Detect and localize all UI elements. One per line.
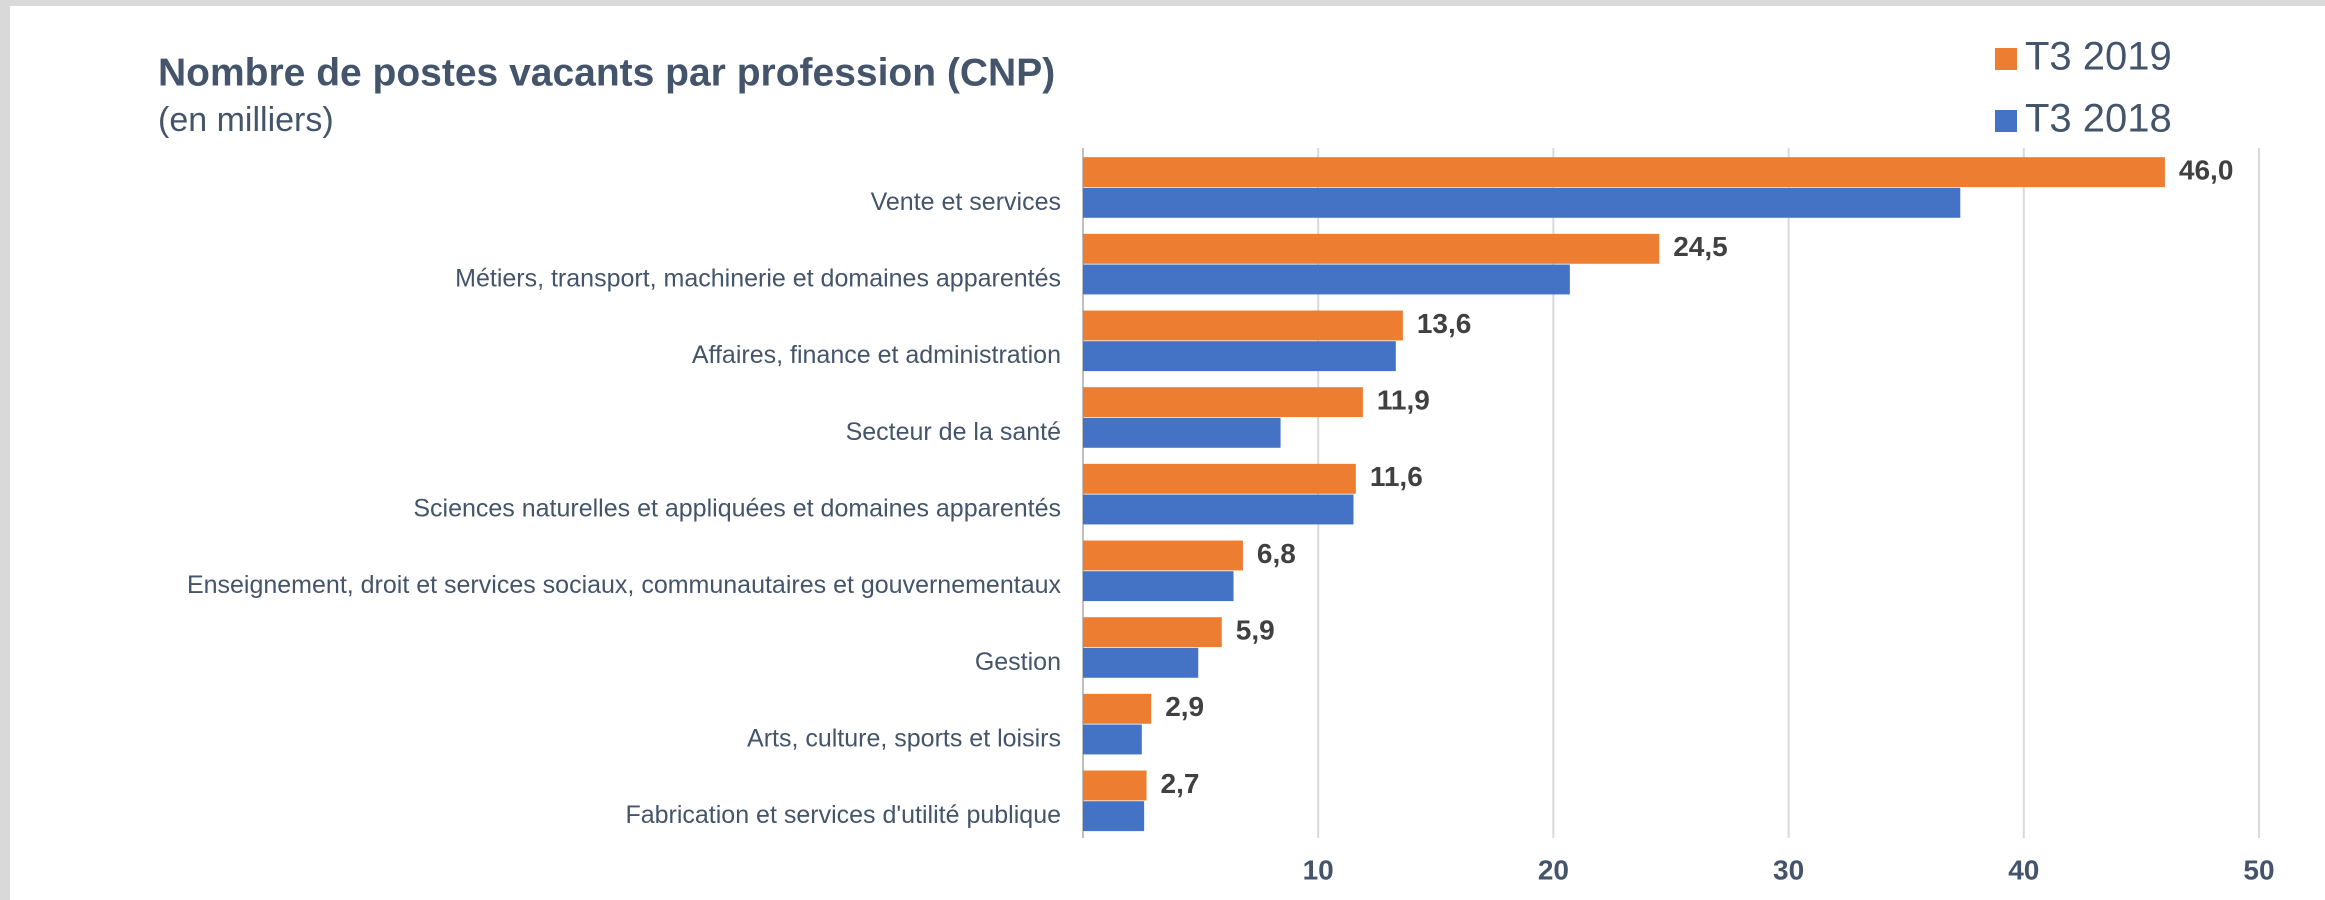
- y-tick-label: Arts, culture, sports et loisirs: [747, 724, 1061, 752]
- bar: [1083, 187, 1961, 218]
- bar: [1083, 724, 1142, 755]
- y-tick-label: Métiers, transport, machinerie et domain…: [455, 264, 1061, 292]
- x-tick-label: 40: [2008, 854, 2039, 885]
- legend-swatch: [1995, 110, 2017, 132]
- x-tick-label: 20: [1538, 854, 1569, 885]
- bar: [1083, 617, 1222, 648]
- y-tick-label: Sciences naturelles et appliquées et dom…: [413, 494, 1061, 522]
- y-tick-label: Secteur de la santé: [846, 418, 1061, 446]
- bar: [1083, 647, 1199, 678]
- value-label: 2,9: [1165, 691, 1204, 722]
- y-tick-label: Affaires, finance et administration: [692, 341, 1061, 369]
- bar: [1083, 571, 1234, 602]
- y-tick-label: Enseignement, droit et services sociaux,…: [187, 571, 1062, 599]
- x-tick-label: 10: [1303, 854, 1334, 885]
- bar: [1083, 157, 2165, 188]
- bar: [1083, 233, 1660, 264]
- chart-subtitle: (en milliers): [158, 101, 334, 139]
- bar: [1083, 264, 1570, 295]
- value-label: 11,9: [1377, 385, 1430, 416]
- value-label: 6,8: [1257, 538, 1296, 569]
- background: [10, 6, 2325, 900]
- legend-label: T3 2018: [2025, 97, 2172, 141]
- legend-label: T3 2019: [2025, 35, 2172, 79]
- y-tick-label: Gestion: [975, 648, 1061, 676]
- value-label: 2,7: [1161, 768, 1200, 799]
- bar: [1083, 770, 1147, 801]
- bar: [1083, 310, 1403, 341]
- value-label: 24,5: [1673, 231, 1728, 262]
- y-tick-label: Fabrication et services d'utilité publiq…: [625, 801, 1061, 829]
- value-label: 11,6: [1370, 461, 1423, 492]
- value-label: 46,0: [2179, 155, 2234, 186]
- bar: [1083, 693, 1152, 724]
- value-label: 5,9: [1236, 615, 1275, 646]
- bar: [1083, 417, 1281, 448]
- bar: [1083, 801, 1145, 832]
- bar: [1083, 387, 1363, 418]
- bar: [1083, 341, 1396, 372]
- y-tick-label: Vente et services: [871, 188, 1061, 216]
- legend-swatch: [1995, 48, 2017, 70]
- bar: [1083, 540, 1243, 571]
- bar: [1083, 463, 1356, 494]
- x-tick-label: 30: [1773, 854, 1804, 885]
- bar: [1083, 494, 1354, 525]
- value-label: 13,6: [1417, 308, 1472, 339]
- x-tick-label: 50: [2243, 854, 2274, 885]
- chart-title: Nombre de postes vacants par profession …: [158, 51, 1055, 94]
